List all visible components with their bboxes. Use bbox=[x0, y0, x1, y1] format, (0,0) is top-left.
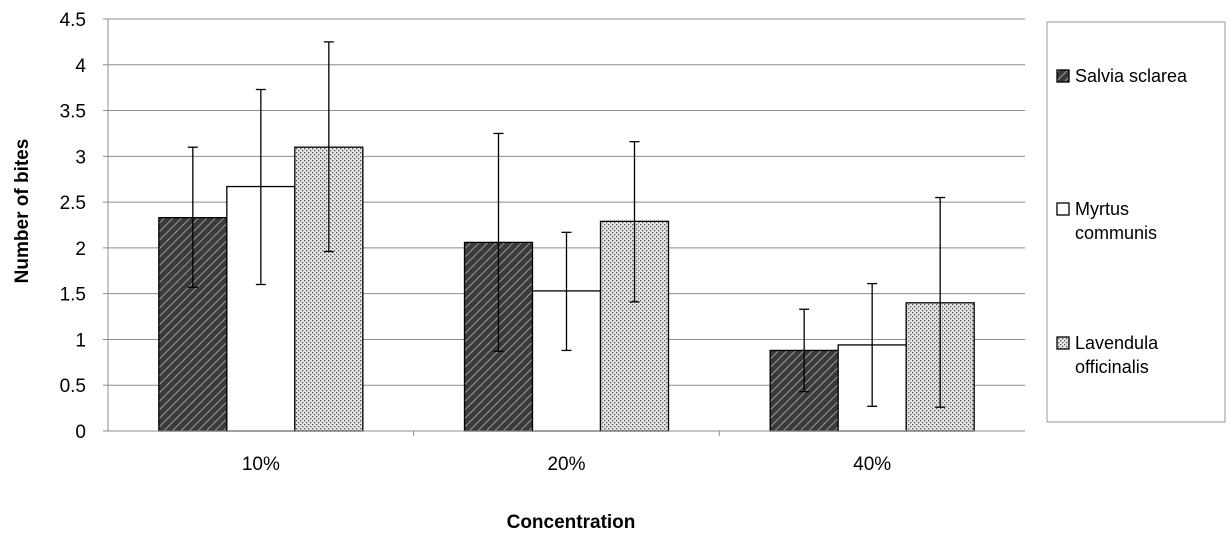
y-tick-label: 0 bbox=[75, 422, 86, 443]
y-tick-label: 1.5 bbox=[60, 285, 86, 306]
legend-swatch bbox=[1056, 69, 1070, 83]
y-tick-label: 4.5 bbox=[60, 10, 86, 31]
y-axis-title: Number of bites bbox=[12, 139, 33, 284]
x-tick-label: 40% bbox=[853, 454, 891, 475]
legend-box bbox=[1046, 21, 1226, 423]
x-tick-label: 10% bbox=[242, 454, 280, 475]
y-tick-label: 2.5 bbox=[60, 193, 86, 214]
x-axis-title: Concentration bbox=[507, 512, 636, 533]
y-tick-label: 1 bbox=[75, 330, 86, 351]
legend-label: Salvia sclarea bbox=[1075, 66, 1188, 86]
x-tick-labels: 10% 20% 40% bbox=[242, 454, 891, 475]
y-tick-label: 0.5 bbox=[60, 376, 86, 397]
legend-label: officinalis bbox=[1075, 357, 1149, 377]
x-tick-label: 20% bbox=[547, 454, 585, 475]
legend: Salvia sclarea Myrtus communis Lavendula off… bbox=[1046, 21, 1226, 423]
error-bars bbox=[187, 41, 946, 408]
axes bbox=[103, 18, 1025, 436]
y-tick-label: 3.5 bbox=[60, 102, 86, 123]
y-tick-label: 4 bbox=[75, 56, 86, 77]
legend-swatch bbox=[1056, 202, 1070, 216]
legend-label: communis bbox=[1075, 223, 1157, 243]
legend-label: Myrtus bbox=[1075, 199, 1129, 219]
y-tick-label: 2 bbox=[75, 239, 86, 260]
y-tick-labels: 0 0.5 1 1.5 2 2.5 3 3.5 4 4.5 bbox=[60, 10, 87, 443]
legend-swatch bbox=[1056, 336, 1070, 350]
y-tick-label: 3 bbox=[75, 147, 86, 168]
legend-label: Lavendula bbox=[1075, 333, 1159, 353]
